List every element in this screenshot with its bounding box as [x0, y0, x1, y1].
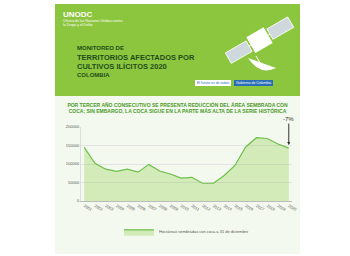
svg-text:2016: 2016: [244, 203, 255, 212]
svg-text:50000: 50000: [68, 180, 80, 185]
svg-text:100000: 100000: [66, 161, 80, 166]
svg-text:2009: 2009: [169, 203, 180, 212]
svg-text:2002: 2002: [93, 203, 104, 212]
svg-text:2008: 2008: [158, 203, 169, 212]
svg-text:2007: 2007: [147, 203, 158, 212]
svg-text:2004: 2004: [115, 203, 126, 212]
html-text:POR TERCER AÑO CONSECUTIVO SE: POR TERCER AÑO CONSECUTIVO SE PRESENTA R…: [67, 102, 288, 114]
svg-text:-7%: -7%: [283, 116, 294, 122]
html-text:COLOMBIA: COLOMBIA: [77, 72, 110, 78]
svg-text:2015: 2015: [233, 203, 244, 212]
html-text:Oficina de las Naciones Unidas: Oficina de las Naciones Unidas contra la…: [63, 19, 123, 27]
svg-text:2014: 2014: [223, 203, 234, 212]
svg-text:200000: 200000: [66, 124, 80, 129]
svg-text:0: 0: [77, 198, 80, 203]
svg-text:2001: 2001: [83, 203, 94, 212]
svg-text:2018: 2018: [266, 203, 277, 212]
html-text:TERRITORIOS AFECTADOS POR: TERRITORIOS AFECTADOS POR: [77, 53, 195, 62]
svg-text:2005: 2005: [126, 203, 137, 212]
svg-text:2006: 2006: [137, 203, 148, 212]
svg-text:2011: 2011: [190, 203, 201, 212]
html-text:El futuro es de todos: El futuro es de todos: [197, 81, 230, 85]
svg-text:2003: 2003: [104, 203, 115, 212]
svg-text:2020: 2020: [287, 203, 298, 212]
svg-text:150000: 150000: [66, 143, 80, 148]
svg-text:2019: 2019: [277, 203, 288, 212]
svg-text:2013: 2013: [212, 203, 223, 212]
svg-text:2017: 2017: [255, 203, 266, 212]
html-text:MONITOREO DE: MONITOREO DE: [77, 45, 124, 51]
svg-text:Hectáreas sembradas con coca a: Hectáreas sembradas con coca a 31 de dic…: [159, 229, 249, 234]
svg-text:2012: 2012: [201, 203, 212, 212]
svg-text:2010: 2010: [180, 203, 191, 212]
html-text:UNODC: UNODC: [63, 10, 93, 19]
html-text:Gobierno de Colombia: Gobierno de Colombia: [236, 81, 272, 85]
html-text:CULTIVOS ILÍCITOS 2020: CULTIVOS ILÍCITOS 2020: [77, 62, 167, 71]
